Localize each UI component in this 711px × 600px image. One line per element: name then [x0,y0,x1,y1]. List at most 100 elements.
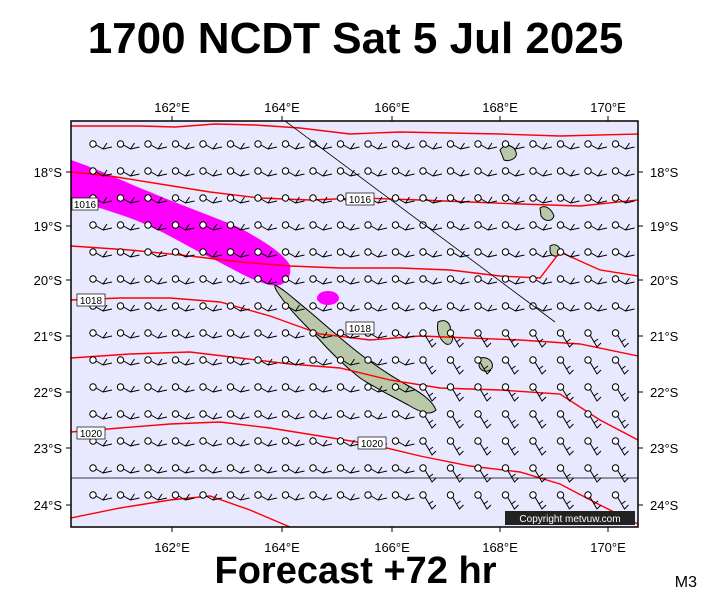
latitude-label: 21°S [34,329,63,344]
wind-barb [584,275,608,285]
wind-barb [611,329,629,348]
wind-barb [611,383,629,402]
wind-barb [446,410,464,429]
wind-barb [336,302,360,312]
wind-barb [364,140,388,150]
wind-barb [364,248,388,258]
wind-barb [309,491,333,501]
longitude-label: 168°E [482,540,518,555]
wind-barb [116,464,140,474]
wind-barb [419,491,437,510]
latitude-label: 20°S [650,273,679,288]
wind-barb [529,356,547,375]
wind-barb [254,275,278,285]
svg-text:1020: 1020 [80,429,103,440]
rain-spot [317,291,339,305]
reference-line [284,121,556,323]
wind-barb [584,464,602,483]
wind-barb [419,140,443,150]
wind-barb [144,221,168,231]
wind-barb [474,275,498,285]
svg-text:1016: 1016 [349,195,372,206]
wind-barb [226,167,250,177]
wind-barb [89,140,113,150]
isobar-label: 1018 [345,321,375,335]
wind-barb [556,194,580,204]
wind-barb [144,464,168,474]
longitude-label: 168°E [482,100,518,115]
wind-barb [501,194,525,204]
wind-barb [446,221,470,231]
map-frame [70,120,639,528]
wind-barb [171,383,195,393]
wind-barb [89,356,113,366]
wind-barb [336,275,360,285]
wind-barb [584,302,608,312]
wind-barb [529,167,553,177]
svg-text:1016: 1016 [74,200,97,211]
wind-barb [336,410,360,420]
wind-barb [584,356,602,375]
wind-barb [144,491,168,501]
wind-barb [336,464,360,474]
wind-barb [529,221,553,231]
wind-barb [556,383,574,402]
wind-barb [446,383,464,402]
wind-barb [199,329,223,339]
wind-barb [419,248,443,258]
wind-barb [419,302,443,312]
wind-barb [199,275,223,285]
latitude-label: 19°S [34,219,63,234]
wind-barb [144,356,168,366]
wind-barb [199,437,223,447]
wind-barb [584,167,608,177]
wind-barb [446,356,464,375]
wind-barb [171,437,195,447]
wind-barb [501,167,525,177]
longitude-label: 166°E [374,100,410,115]
wind-barb [144,140,168,150]
latitude-labels-right: 18°S 19°S 20°S 21°S 22°S 23°S 24°S [650,165,679,513]
wind-barb [391,437,415,447]
wind-barb [611,491,629,510]
wind-barb [584,491,602,510]
wind-barb [89,383,113,393]
isobar-line [71,351,638,441]
wind-barb [199,491,223,501]
wind-barb [584,329,602,348]
wind-barb [281,356,305,366]
wind-barb [501,302,525,312]
wind-barb [364,275,388,285]
wind-barb [391,194,415,204]
wind-barb [309,329,333,339]
wind-barb [611,437,629,456]
wind-barb [474,140,498,150]
latitude-label: 23°S [650,441,679,456]
wind-barb [309,437,333,447]
wind-barb [391,356,415,366]
wind-barb [309,302,333,312]
latitude-label: 22°S [34,385,63,400]
wind-barb [171,302,195,312]
wind-barb [556,248,580,258]
wind-barb [199,167,223,177]
wind-barb [336,437,360,447]
wind-barb [171,491,195,501]
island-mare [478,357,493,372]
longitude-label: 164°E [264,100,300,115]
longitude-label: 170°E [590,540,626,555]
wind-barb [391,275,415,285]
wind-barb [474,302,498,312]
wind-barb [584,248,608,258]
wind-barb [529,140,553,150]
wind-barb [171,167,195,177]
wind-barb [226,302,250,312]
wind-barb [611,302,635,312]
wind-barb [501,140,525,150]
wind-barb [529,383,547,402]
longitude-labels-top: 162°E 164°E 166°E 168°E 170°E [154,100,626,115]
wind-barb [364,221,388,231]
wind-barb [391,302,415,312]
wind-barb [309,248,333,258]
